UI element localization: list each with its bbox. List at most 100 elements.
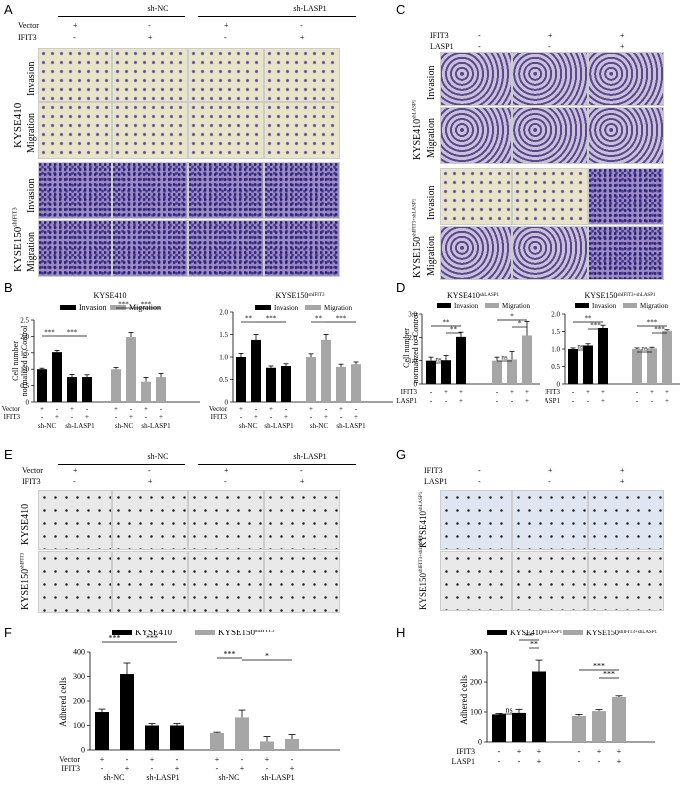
- bar: [583, 345, 593, 384]
- legend-swatch: [112, 630, 132, 635]
- micrograph: [188, 220, 264, 277]
- condition-sign: +: [617, 757, 622, 766]
- condition-sign: -: [430, 397, 433, 405]
- sign: -: [73, 477, 76, 486]
- chart-d-right: 0 0.5 1.0 1.5 2.0 KYSE150shIFIT3+shLASP1 Invas…: [545, 291, 680, 405]
- sign: -: [224, 477, 227, 486]
- legend-label: Invasion: [454, 302, 479, 310]
- group-line: [58, 16, 185, 17]
- y-tick-label: 1.0: [551, 346, 560, 354]
- significance-label: **: [585, 315, 593, 323]
- bar: [507, 359, 517, 384]
- y-tick-label: 1.0: [20, 366, 29, 374]
- y-axis-label: Adhered cells: [58, 677, 68, 727]
- condition-label: Vector: [59, 755, 80, 764]
- condition-sign: -: [86, 405, 89, 413]
- condition-sign: -: [325, 405, 328, 413]
- micrograph: [112, 162, 188, 219]
- assay-label: Invasion: [426, 65, 437, 100]
- bar: [512, 712, 526, 742]
- legend-label: Invasion: [274, 304, 299, 312]
- micrograph: [588, 551, 664, 611]
- condition-sign: +: [525, 388, 529, 396]
- micrograph: [188, 551, 264, 613]
- micrograph: [440, 168, 512, 225]
- bar: [111, 369, 121, 402]
- y-tick-label: 300: [73, 672, 85, 681]
- group-line: [198, 16, 356, 17]
- condition-sign: +: [597, 747, 602, 756]
- micrograph: [588, 226, 664, 280]
- bar: [82, 377, 92, 402]
- group-sh-nc: sh-NC: [147, 452, 169, 461]
- micrograph: [264, 162, 340, 219]
- legend-label: Invasion: [592, 302, 617, 310]
- condition-sign: -: [151, 764, 154, 773]
- condition-sign: -: [241, 755, 244, 764]
- sign: +: [224, 466, 229, 475]
- bar: [426, 360, 436, 384]
- bar: [266, 367, 276, 402]
- condition-sign: +: [459, 388, 463, 396]
- micrograph: [188, 162, 264, 219]
- chart-title: KYSE410shLASP1: [447, 291, 500, 300]
- bar: [95, 712, 109, 750]
- legend-label: Migration: [640, 302, 668, 310]
- significance-label: ***: [647, 319, 658, 327]
- y-tick-label: 2.0: [408, 334, 417, 342]
- condition-sign: -: [101, 764, 104, 773]
- bar: [235, 717, 249, 750]
- panel-label-d: D: [396, 280, 406, 295]
- legend-label: KYSE410: [135, 630, 173, 637]
- group-sh-nc: sh-NC: [147, 4, 169, 13]
- y-tick-label: 1.5: [20, 349, 29, 357]
- micrograph: [512, 107, 588, 164]
- y-tick-label: 300: [470, 648, 482, 657]
- bar: [210, 732, 224, 750]
- micrograph: [588, 490, 664, 550]
- legend-swatch: [305, 305, 321, 310]
- significance-label: ***: [224, 650, 236, 659]
- condition-sign: +: [459, 397, 463, 405]
- significance-label: ***: [146, 634, 158, 643]
- y-tick-label: 1.0: [408, 357, 417, 365]
- y-tick-label: 0.5: [20, 382, 29, 390]
- condition-sign: -: [240, 413, 243, 421]
- significance-label: ***: [266, 315, 277, 323]
- condition-sign: +: [265, 755, 270, 764]
- chart-title-sup: shLASP1: [480, 293, 500, 298]
- bar: [236, 357, 246, 402]
- chart-h: 0 100 200 300 Adhered cells KYSE410shLASP1 KYS…: [451, 630, 657, 766]
- row-label-lasp1: LASP1: [424, 477, 448, 486]
- group-label: sh-NC: [239, 422, 258, 430]
- condition-sign: +: [114, 405, 118, 413]
- condition-sign: +: [324, 413, 328, 421]
- cell-line-label: KYSE150shIFIT3+shLASP1: [412, 198, 423, 278]
- group-label: sh-NC: [115, 422, 134, 430]
- panel-label-h: H: [396, 625, 406, 640]
- micrograph: [440, 490, 512, 550]
- significance-label: ns: [577, 343, 584, 351]
- legend-label: Migration: [129, 303, 161, 312]
- row-label-ifit3: IFIT3: [430, 31, 449, 40]
- chart-title: KYSE150shIFIT3: [275, 291, 325, 300]
- group-line: [198, 464, 356, 465]
- condition-label: IFIT3: [61, 764, 80, 773]
- condition-sign: +: [129, 413, 133, 421]
- y-tick-label: 100: [73, 721, 85, 730]
- legend-label-sup: shLASP1: [543, 630, 563, 635]
- micrograph: [112, 48, 188, 102]
- y-tick-label: 0: [557, 381, 561, 389]
- condition-sign: +: [290, 764, 295, 773]
- micrograph: [38, 102, 112, 159]
- condition-sign: +: [665, 397, 669, 405]
- condition-sign: -: [291, 755, 294, 764]
- assay-label: Invasion: [26, 61, 37, 96]
- micrograph: [188, 490, 264, 550]
- condition-sign: -: [445, 397, 448, 405]
- row-label-lasp1: LASP1: [430, 42, 454, 51]
- significance-label: **: [245, 315, 253, 323]
- condition-sign: +: [100, 755, 105, 764]
- legend-swatch: [195, 630, 215, 635]
- condition-sign: -: [578, 747, 581, 756]
